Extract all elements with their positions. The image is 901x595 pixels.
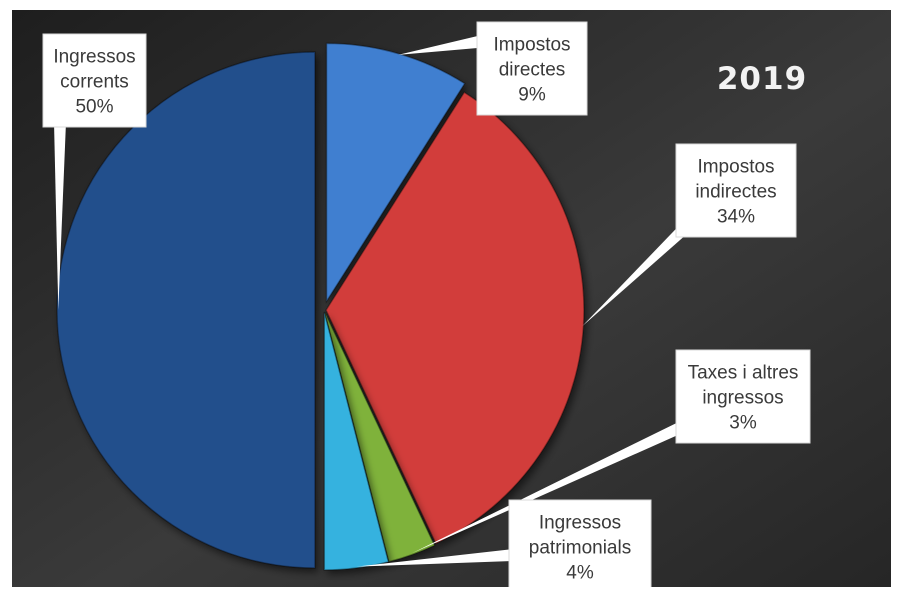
callout-box-impostos-indirectes xyxy=(675,143,797,238)
callout-pointer-taxes-i-altres-ingressos xyxy=(411,418,691,554)
callout-pointer-impostos-directes xyxy=(398,36,479,55)
data-label-name-impostos-directes: directes xyxy=(499,60,566,81)
pie-slice-impostos-indirectes xyxy=(325,91,585,545)
chart-title: 2019 xyxy=(717,61,807,97)
callout-pointer-ingressos-patrimonials xyxy=(356,549,515,567)
callout-box-impostos-directes xyxy=(476,21,588,116)
data-label-name-ingressos-corrents: Ingressos xyxy=(53,47,135,68)
data-label-name-impostos-directes: Impostos xyxy=(493,35,570,56)
pie-slice-impostos-directes xyxy=(325,42,466,304)
data-label-name-taxes-i-altres-ingressos: ingressos xyxy=(702,388,783,409)
data-label-name-impostos-indirectes: indirectes xyxy=(695,182,776,203)
callout-box-ingressos-patrimonials xyxy=(508,499,652,587)
pie-chart: Impostos directes 9% Impostos indirectes 34% T… xyxy=(12,10,891,587)
slices-layer xyxy=(56,42,585,571)
data-label-value-ingressos-patrimonials: 4% xyxy=(566,563,594,584)
data-label-name-ingressos-corrents: corrents xyxy=(60,72,129,93)
data-label-value-ingressos-corrents: 50% xyxy=(75,97,113,118)
data-label-name-ingressos-patrimonials: patrimonials xyxy=(529,538,631,559)
callouts-layer: Impostos directes 9% Impostos indirectes 34% T… xyxy=(42,21,811,587)
data-label-value-taxes-i-altres-ingressos: 3% xyxy=(729,413,757,434)
pie-slice-ingressos-patrimonials xyxy=(323,311,390,571)
data-label-name-ingressos-patrimonials: Ingressos xyxy=(539,513,621,534)
data-label-name-impostos-indirectes: Impostos xyxy=(697,157,774,178)
chart-area: Impostos directes 9% Impostos indirectes 34% T… xyxy=(12,10,891,587)
callout-box-ingressos-corrents xyxy=(42,33,147,128)
data-label-name-taxes-i-altres-ingressos: Taxes i altres xyxy=(688,363,799,384)
callout-box-taxes-i-altres-ingressos xyxy=(675,349,811,444)
data-label-value-impostos-directes: 9% xyxy=(518,85,546,106)
pie-slice-ingressos-corrents xyxy=(56,51,316,569)
data-label-value-impostos-indirectes: 34% xyxy=(717,207,755,228)
callout-pointer-ingressos-corrents xyxy=(54,121,66,310)
callout-pointer-impostos-indirectes xyxy=(582,220,693,327)
